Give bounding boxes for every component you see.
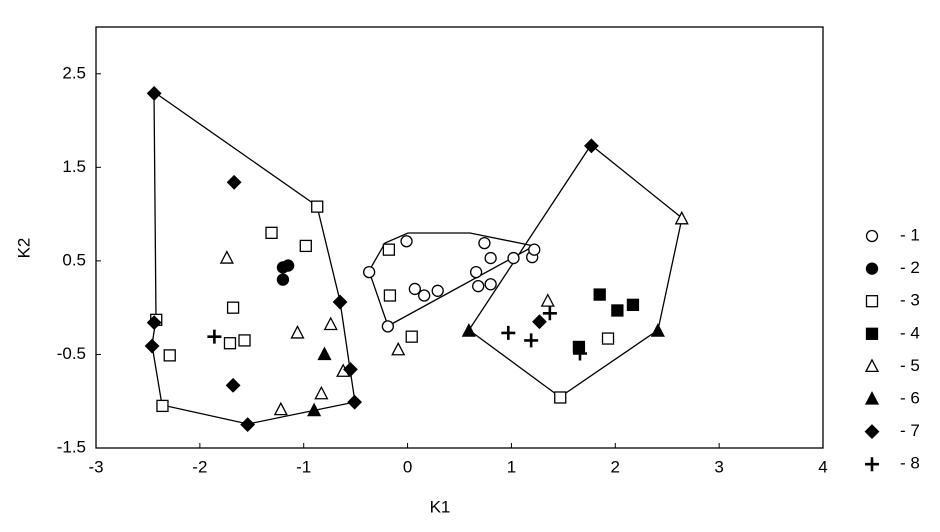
point bbox=[307, 402, 322, 417]
legend-symbol bbox=[865, 295, 879, 308]
point bbox=[273, 401, 288, 416]
point bbox=[382, 243, 396, 256]
point bbox=[219, 250, 234, 264]
point bbox=[650, 323, 665, 337]
point bbox=[478, 236, 491, 250]
point bbox=[405, 330, 418, 343]
point bbox=[223, 337, 237, 350]
legend-label: - 6 bbox=[900, 388, 920, 407]
point bbox=[593, 288, 606, 301]
point bbox=[472, 279, 485, 293]
cluster-hull bbox=[151, 90, 356, 425]
point bbox=[281, 259, 295, 272]
point bbox=[240, 417, 256, 433]
legend-symbol bbox=[865, 457, 879, 472]
point bbox=[207, 329, 222, 344]
x-tick-label: 4 bbox=[818, 457, 827, 476]
point bbox=[332, 294, 348, 310]
legend-label: - 7 bbox=[900, 421, 920, 440]
point bbox=[528, 243, 541, 256]
point bbox=[484, 278, 497, 291]
legend-symbol bbox=[864, 358, 880, 373]
legend-label: - 5 bbox=[900, 356, 920, 375]
legend-symbol bbox=[865, 262, 879, 275]
legend-symbol bbox=[865, 327, 879, 340]
point bbox=[362, 265, 376, 279]
legend-label: - 3 bbox=[900, 291, 920, 310]
point bbox=[265, 226, 278, 239]
plot-frame bbox=[95, 26, 824, 449]
point bbox=[611, 304, 624, 317]
point bbox=[381, 320, 394, 333]
point bbox=[418, 289, 431, 302]
point bbox=[572, 346, 587, 361]
point bbox=[144, 338, 160, 354]
legend-symbol bbox=[864, 391, 880, 405]
point bbox=[408, 282, 421, 296]
point bbox=[383, 289, 397, 302]
legend-label: - 8 bbox=[900, 454, 920, 473]
x-tick-label: 2 bbox=[611, 457, 620, 476]
point bbox=[601, 332, 615, 345]
point bbox=[484, 251, 497, 265]
point bbox=[146, 315, 162, 331]
point bbox=[501, 325, 516, 340]
legend-symbol bbox=[864, 424, 880, 440]
y-tick-label: -0.5 bbox=[57, 344, 86, 363]
point bbox=[400, 235, 413, 248]
legend-label: - 1 bbox=[900, 225, 920, 244]
point bbox=[156, 399, 169, 413]
y-tick-label: 1.5 bbox=[62, 157, 86, 176]
x-axis-label: K1 bbox=[430, 497, 451, 516]
point bbox=[146, 86, 162, 101]
x-tick-label: -3 bbox=[88, 457, 103, 476]
point bbox=[290, 325, 305, 339]
point bbox=[532, 314, 547, 330]
point bbox=[343, 361, 358, 377]
x-tick-label: -1 bbox=[296, 457, 311, 476]
legend-symbol bbox=[865, 229, 879, 243]
point bbox=[431, 284, 444, 297]
point bbox=[469, 265, 483, 279]
point bbox=[524, 333, 539, 348]
point bbox=[299, 239, 312, 253]
point bbox=[238, 334, 251, 347]
point bbox=[583, 138, 599, 154]
legend-label: - 2 bbox=[900, 258, 920, 277]
point bbox=[317, 346, 332, 361]
point bbox=[311, 200, 324, 213]
y-tick-label: -1.5 bbox=[57, 437, 86, 456]
point bbox=[461, 323, 476, 337]
point bbox=[226, 174, 242, 190]
point bbox=[540, 293, 555, 307]
y-axis-label: K2 bbox=[14, 238, 33, 259]
cluster-hull bbox=[468, 144, 683, 398]
point bbox=[314, 385, 329, 400]
point bbox=[542, 306, 557, 321]
y-tick-label: 0.5 bbox=[62, 250, 86, 269]
point bbox=[554, 391, 567, 404]
legend-label: - 4 bbox=[900, 323, 920, 342]
point bbox=[323, 316, 338, 331]
x-tick-label: 3 bbox=[714, 457, 723, 476]
point bbox=[391, 341, 406, 356]
x-tick-label: 0 bbox=[403, 457, 412, 476]
point bbox=[163, 349, 176, 362]
point bbox=[674, 210, 689, 225]
point bbox=[347, 394, 363, 410]
x-tick-label: 1 bbox=[507, 457, 516, 476]
x-tick-label: -2 bbox=[192, 457, 207, 476]
point bbox=[507, 251, 520, 265]
point bbox=[276, 273, 290, 286]
point bbox=[226, 301, 240, 314]
point bbox=[225, 377, 241, 393]
y-tick-label: 2.5 bbox=[62, 63, 86, 82]
point bbox=[626, 298, 640, 312]
